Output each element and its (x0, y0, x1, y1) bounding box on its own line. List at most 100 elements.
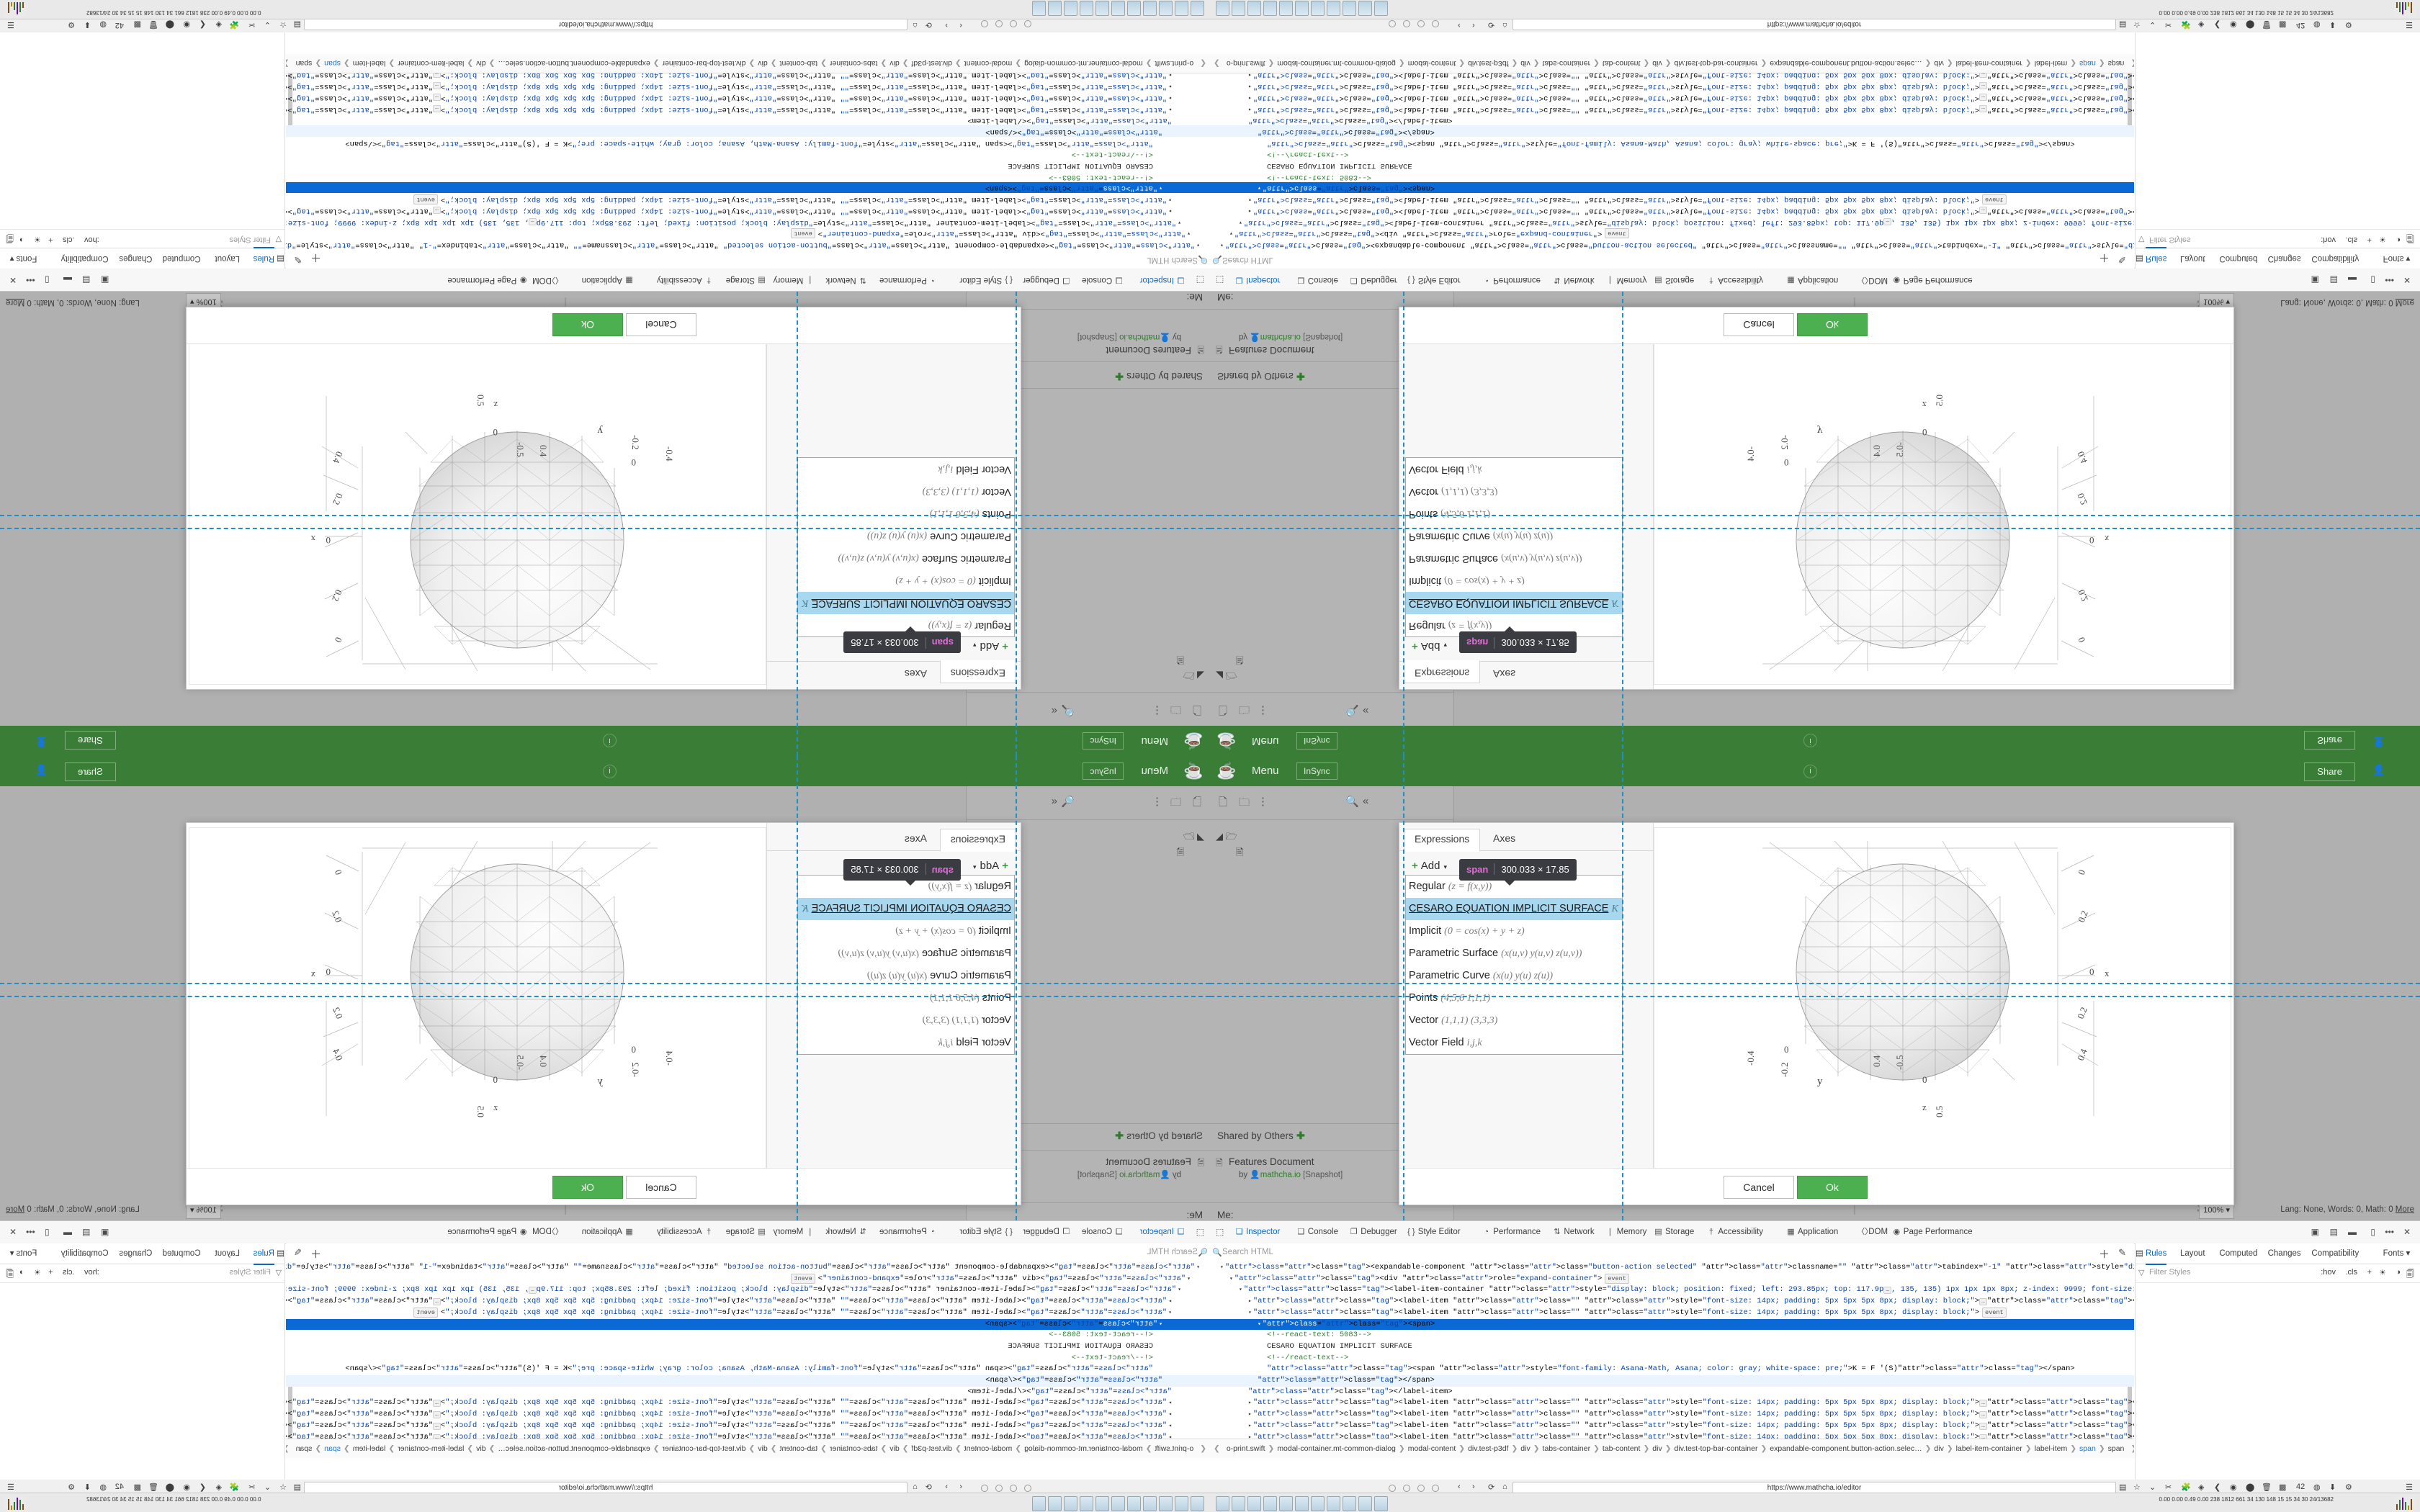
breadcrumb-item[interactable]: div.test-top-bar-container (662, 59, 746, 68)
breadcrumb-item[interactable]: tab-content (779, 1444, 818, 1453)
ok-button[interactable]: Ok (552, 313, 623, 336)
meatball-menu-icon[interactable]: ••• (26, 1227, 35, 1237)
twisty-icon[interactable]: ▸ (1168, 105, 1172, 112)
tab-axes[interactable]: Axes (904, 832, 927, 844)
dropdown-item-parametric-surface[interactable]: Parametric Surface (x(u,v) y(u,v) z(u,v)… (838, 553, 1011, 564)
breadcrumb-scroll-right[interactable]: ❯ (286, 54, 293, 73)
devtools-tab-dom[interactable]: 〈〉DOM (532, 269, 563, 291)
devtools-tab-console[interactable]: ❑Console (1296, 1221, 1338, 1243)
cancel-button[interactable]: Cancel (1724, 313, 1794, 336)
light-dark-icon[interactable]: ☀ (34, 1269, 41, 1277)
tab-axes[interactable]: Axes (904, 668, 927, 680)
markup-row[interactable]: ▾"attr">class="attr">class="tag"><expand… (1210, 1262, 2134, 1274)
breadcrumb-item[interactable]: span (324, 59, 341, 68)
dropdown-item-vector[interactable]: Vector (1,1,1) (3,3,3) (922, 1014, 1011, 1026)
eyedropper-icon[interactable]: ✎ (2118, 1247, 2126, 1258)
dropdown-item-cesaro[interactable]: CESARO EQUATION IMPLICIT SURFACE K = F ′… (798, 898, 1014, 920)
twisty-icon[interactable]: ▾ (1248, 1309, 1252, 1316)
new-folder-icon[interactable]: 🗀 (1239, 703, 1250, 716)
devtools-tab-page-performance[interactable]: ◉Page Performance (447, 269, 528, 291)
markup-row[interactable]: ▸"attr">class="attr">class="tag"><label-… (1248, 104, 2134, 114)
home-icon[interactable]: ⌂ (913, 1482, 918, 1491)
markup-row[interactable]: "attr">class="attr">class="tag"></span> (1210, 1375, 2134, 1387)
dropdown-item-parametric-curve[interactable]: Parametric Curve (x(u) y(u) z(u)) (866, 970, 1011, 981)
devtools-tab-network[interactable]: ⇅Network (825, 1221, 867, 1243)
screenshot-icon[interactable]: ✂ (248, 1483, 255, 1492)
reload-icon[interactable]: ⟳ (1488, 20, 1495, 29)
taskbar-window-button[interactable] (1080, 1496, 1093, 1511)
markup-row[interactable]: "attr">class="attr">class="tag"><span "a… (1267, 1364, 2075, 1374)
twisty-icon[interactable]: ▾ (1187, 1275, 1191, 1282)
breadcrumb-item[interactable]: div.test-top-bar-container (662, 1444, 746, 1453)
ok-button[interactable]: Ok (552, 1176, 623, 1199)
breadcrumb-scroll-right[interactable]: ❯ (2127, 54, 2134, 73)
share-button[interactable]: Share (65, 762, 116, 781)
reload-icon[interactable]: ⟳ (925, 1483, 932, 1492)
markup-row[interactable]: ▸"attr">class="attr">class="tag"><label-… (286, 1409, 1210, 1421)
markup-row[interactable]: ▸"attr">class="attr">class="tag"><label-… (286, 81, 1210, 92)
shield-icon[interactable]: ⬤ (165, 20, 174, 29)
hover-toggle[interactable]: :hov (84, 1268, 99, 1277)
taskbar-window-button[interactable] (1216, 1, 1229, 16)
devtools-tab-storage[interactable]: ▤Storage (726, 269, 766, 291)
taskbar-window-button[interactable] (1095, 1496, 1109, 1511)
breadcrumb-item[interactable]: tabs-container (829, 1444, 878, 1453)
plus-icon[interactable]: ✚ (1296, 371, 1305, 382)
devtools-tab-console[interactable]: ❑Console (1082, 1221, 1124, 1243)
rules-tab-rules[interactable]: Rules (2146, 1243, 2167, 1265)
dock-bottom-icon[interactable]: ▬ (63, 275, 72, 285)
rules-tab-computed[interactable]: Computed (2219, 1249, 2258, 1258)
breadcrumb-item[interactable]: div (1934, 1444, 1944, 1453)
tab-count-badge[interactable]: 42 (115, 1482, 124, 1491)
twisty-icon[interactable]: ▸ (1168, 94, 1172, 101)
devtools-tab-debugger[interactable]: ❐Debugger (1023, 269, 1071, 291)
markup-view[interactable]: ▾"attr">class="attr">class="tag"><expand… (1210, 73, 2134, 250)
taskbar-window-button[interactable] (1343, 1, 1356, 16)
rules-tab-rules[interactable]: Rules (253, 1243, 274, 1265)
pane-toggle-icon[interactable]: ▤ (277, 254, 284, 263)
reader-mode-icon[interactable]: ▤ (2119, 1483, 2127, 1492)
print-icon[interactable]: 🗐 (2406, 1270, 2414, 1279)
class-toggle[interactable]: .cls (63, 1268, 75, 1277)
taskbar-window-button[interactable] (1263, 1, 1277, 16)
breadcrumb-item[interactable]: o-print.swift (1155, 1444, 1194, 1453)
twisty-icon[interactable]: ▸ (1168, 1422, 1172, 1429)
taskbar-window-button[interactable] (1048, 1, 1062, 16)
more-vertical-icon[interactable]: ⋮ (1152, 704, 1162, 716)
breadcrumb-item[interactable]: modal-content (964, 1444, 1013, 1453)
search-icon[interactable]: 🔍 (1061, 704, 1075, 716)
close-icon[interactable]: ✕ (9, 1227, 17, 1237)
devtools-tab-network[interactable]: ⇅Network (825, 269, 867, 291)
twisty-icon[interactable]: ▾ (1178, 1287, 1181, 1294)
rules-tab-rules[interactable]: Rules (253, 247, 274, 269)
back-arrow-icon[interactable]: ❮ (199, 1483, 206, 1492)
dropdown-item-points[interactable]: Points (4,5,6 1,1,1) (929, 992, 1011, 1004)
devtools-tab-application[interactable]: ▦Application (1786, 269, 1838, 291)
add-rule-icon[interactable]: + (2367, 235, 2372, 244)
taskbar-window-button[interactable] (1111, 1, 1125, 16)
taskbar-window-button[interactable] (1127, 1, 1141, 16)
style-filter-bar[interactable]: ▽ Filter Styles :hov .cls + ☀ ◑ 🗐 (2136, 229, 2420, 248)
devtools-tab-memory[interactable]: ❘Memory (774, 269, 815, 291)
contrast-icon[interactable]: ◑ (2396, 1268, 2401, 1277)
twisty-icon[interactable]: ▾ (1239, 218, 1242, 225)
account-icon[interactable]: ◈ (215, 1483, 222, 1492)
rules-tab-compatibility[interactable]: Compatibility (2311, 1249, 2360, 1258)
breadcrumb-item[interactable]: div (758, 59, 768, 68)
markup-row[interactable]: "attr">class="attr">class="tag"></label-… (967, 116, 1172, 125)
sync-icon[interactable]: ◉ (2230, 20, 2237, 29)
devtools-tab-memory[interactable]: ❘Memory (1605, 1221, 1647, 1243)
devtools-tab-storage[interactable]: ▤Storage (1654, 1221, 1694, 1243)
twisty-icon[interactable]: ▾ (1159, 184, 1162, 192)
twisty-icon[interactable]: ▾ (1178, 218, 1181, 225)
collapse-sidebar-icon[interactable]: « (1363, 795, 1369, 807)
taskbar-window-button[interactable] (1111, 1496, 1125, 1511)
plot-preview-pane[interactable]: 0 0.2 0 0.2 0.4 x -0.4 -0.2 0.4 -0.5 y 0… (1654, 343, 2231, 685)
new-document-icon[interactable]: 🗋 (1219, 796, 1228, 809)
markup-row[interactable]: ▸"attr">class="attr">class="tag"><label-… (1210, 1432, 2134, 1439)
screenshot-icon[interactable]: ▣ (101, 275, 109, 285)
breadcrumb-scroll-right[interactable]: ❯ (286, 1439, 293, 1458)
expression-type-dropdown[interactable]: Regular (z = f(x,y)) CESARO EQUATION IMP… (797, 457, 1015, 637)
twisty-icon[interactable]: ▾ (1248, 196, 1252, 203)
twisty-icon[interactable]: ▾ (1196, 1264, 1200, 1271)
